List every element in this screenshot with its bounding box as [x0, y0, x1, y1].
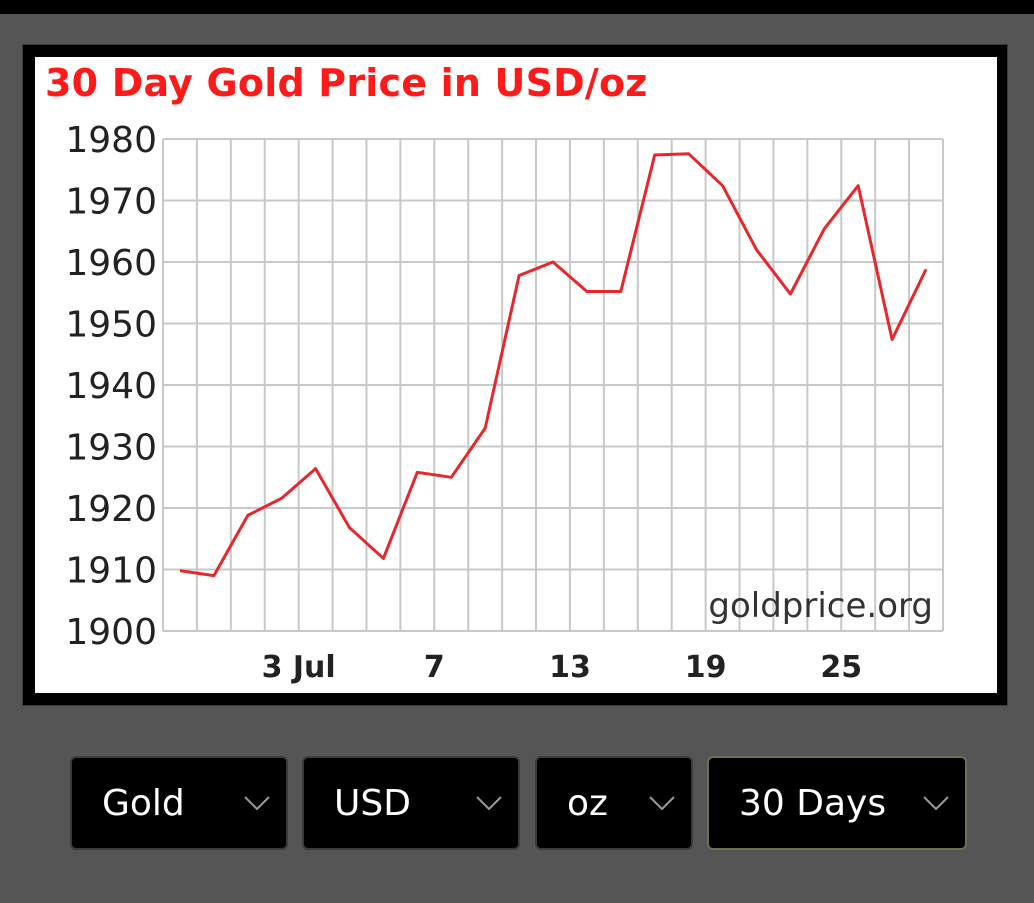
y-tick-label: 1910 [65, 551, 157, 592]
chart-panel: 1900 1910 1920 1930 1940 1950 1960 1970 1980 3 Ju… [35, 57, 997, 693]
x-tick-label: 13 [549, 650, 591, 685]
chevron-down-icon [476, 796, 502, 810]
chart-controls: Gold USD oz 30 Days [0, 756, 1034, 852]
y-tick-label: 1950 [65, 305, 157, 346]
unit-select-value: oz [567, 783, 608, 824]
y-tick-label: 1930 [65, 428, 157, 469]
period-select-value: 30 Days [739, 783, 887, 824]
y-tick-label: 1980 [65, 120, 157, 161]
gold-price-chart: 1900 1910 1920 1930 1940 1950 1960 1970 1980 3 Ju… [65, 120, 944, 685]
y-tick-label: 1900 [65, 612, 157, 653]
y-tick-label: 1970 [65, 182, 157, 223]
y-tick-label: 1920 [65, 489, 157, 530]
x-tick-label: 25 [820, 650, 862, 685]
chart-title: 30 Day Gold Price in USD/oz [45, 61, 648, 105]
y-tick-label: 1960 [65, 243, 157, 284]
x-tick-label: 3 Jul [262, 650, 336, 685]
chevron-down-icon [649, 796, 675, 810]
currency-select-value: USD [334, 783, 411, 824]
top-bar [0, 0, 1034, 14]
y-tick-label: 1940 [65, 366, 157, 407]
x-tick-label: 7 [424, 650, 445, 685]
watermark-text: goldprice.org [708, 586, 933, 626]
currency-select[interactable]: USD [302, 756, 520, 850]
chevron-down-icon [244, 796, 270, 810]
metal-select-value: Gold [102, 783, 185, 824]
metal-select[interactable]: Gold [70, 756, 288, 850]
chevron-down-icon [923, 796, 949, 810]
unit-select[interactable]: oz [535, 756, 693, 850]
chart-frame: 1900 1910 1920 1930 1940 1950 1960 1970 1980 3 Ju… [22, 44, 1008, 706]
price-line [179, 152, 928, 578]
period-select[interactable]: 30 Days [707, 756, 967, 850]
x-tick-label: 19 [685, 650, 727, 685]
